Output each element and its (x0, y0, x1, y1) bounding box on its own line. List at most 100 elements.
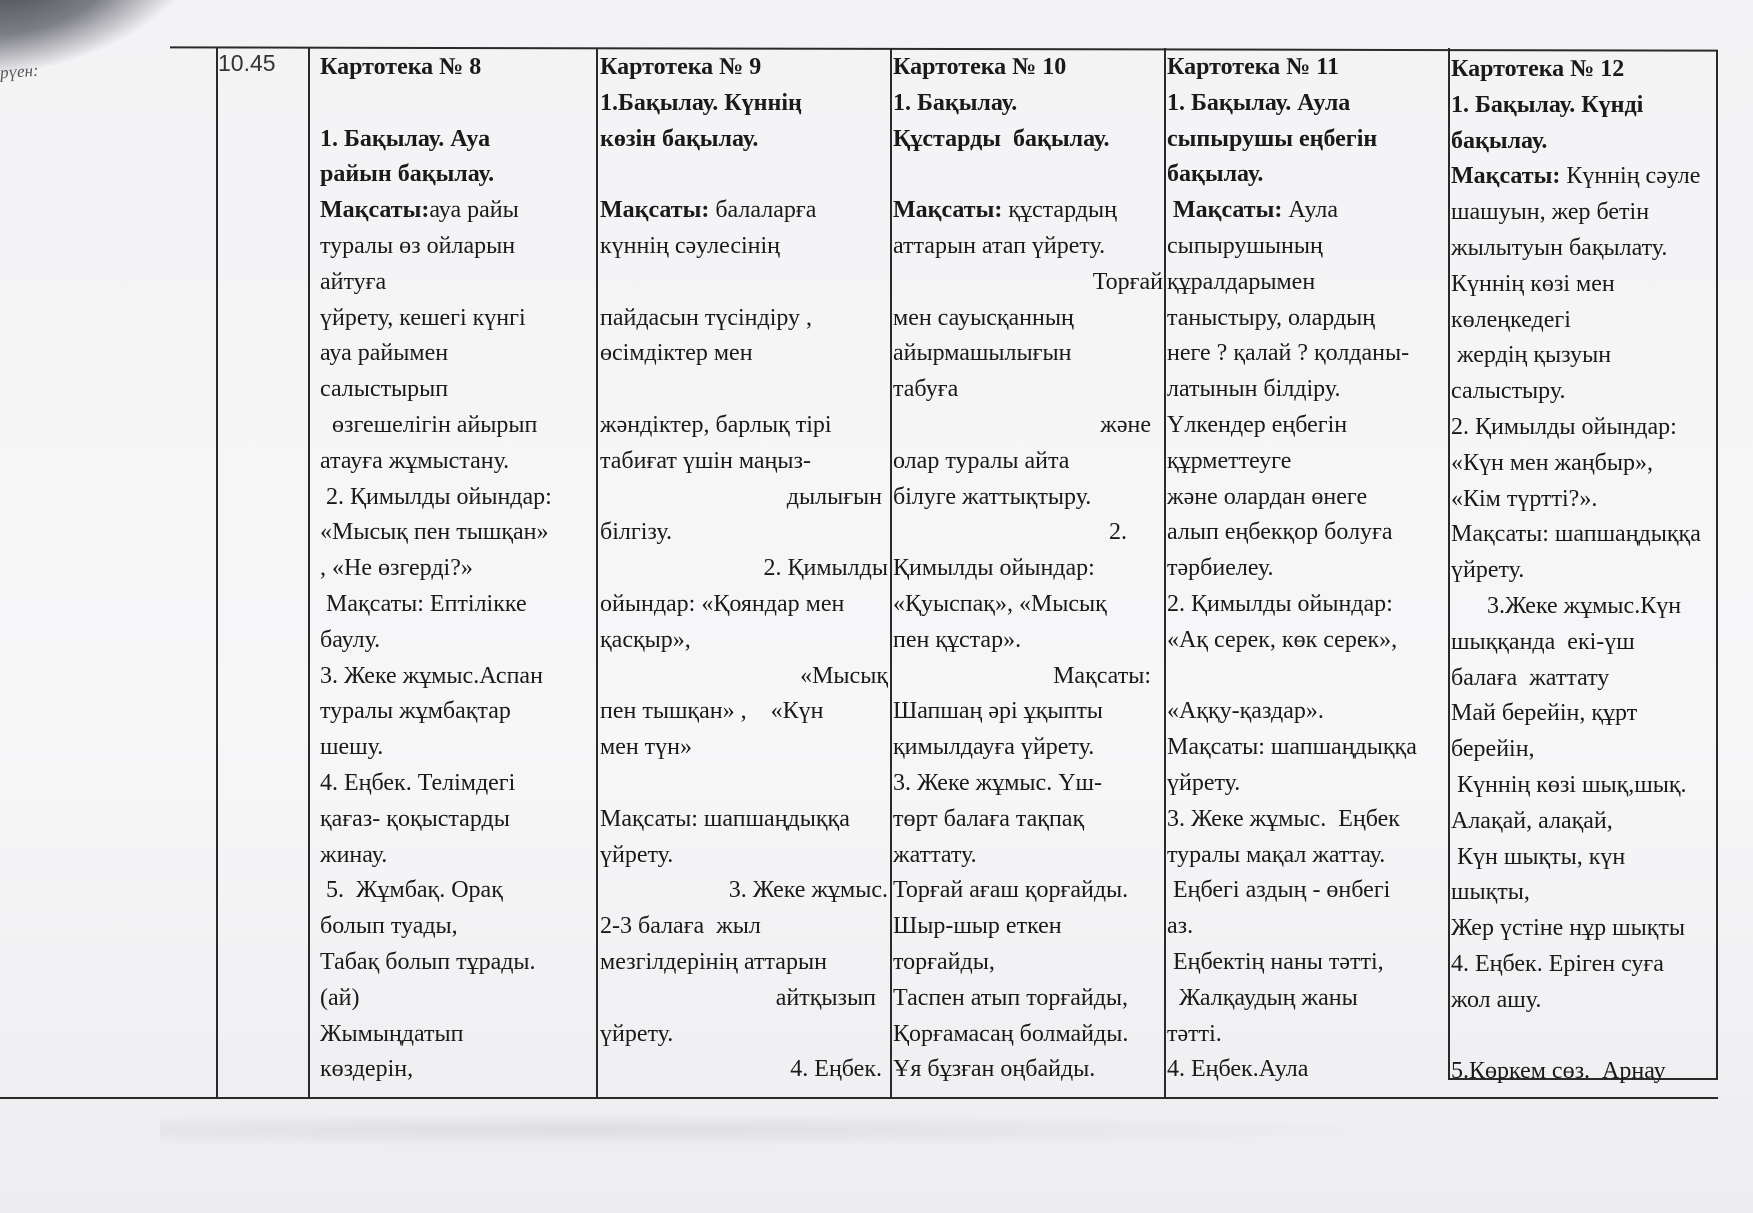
line-text: Қимылды ойындар: (893, 555, 1095, 582)
bold-text: 1. Бақылау. Күнді (1451, 91, 1644, 118)
line-text: Күннің көзі мен (1451, 270, 1615, 297)
text-line: 1. Бақылау. (893, 86, 1163, 122)
text-line: Күннің көзі мен (1451, 267, 1715, 303)
line-text: үйрету. (1167, 769, 1241, 796)
line-text: «Кім түртті?». (1451, 485, 1598, 512)
text-line: сыпырушының (1167, 229, 1447, 265)
text-line: үйрету. (1451, 553, 1715, 589)
line-text: Қорғамасаң болмайды. (893, 1020, 1129, 1047)
line-text: «Қуыспақ», «Мысық (893, 590, 1107, 617)
text-line: жол ашу. (1451, 983, 1715, 1019)
text-line: 3. Жеке жұмыс. Үш- (893, 766, 1163, 802)
line-text: көлеңкедегі (1451, 306, 1571, 333)
line-text: шешу. (320, 734, 384, 761)
text-line: 4. Еңбек.Аула (1167, 1052, 1447, 1088)
line-text: таныстыру, олардың (1167, 304, 1376, 331)
text-line: Ұя бұзған оңбайды. (893, 1052, 1163, 1088)
line-text: үйрету. (1451, 557, 1525, 584)
text-line (600, 157, 888, 193)
line-text: пен тышқан» , «Күн (600, 698, 824, 725)
text-line: «Аққу-қаздар». (1167, 694, 1447, 730)
line-text: табиғат үшін маңыз- (600, 447, 811, 474)
text-line: қасқыр», (600, 623, 888, 659)
bold-text: Картотека № 12 (1451, 56, 1625, 82)
line-text: жинау. (320, 841, 388, 868)
line-text: және (1100, 411, 1163, 438)
text-line: 2. Қимылды ойындар: (1167, 587, 1447, 623)
text-line (893, 157, 1163, 193)
text-line: райын бақылау. (320, 157, 595, 193)
line-text: Еңбегі аздың - өнбегі (1167, 877, 1391, 904)
text-line: жаттату. (893, 838, 1163, 874)
scan-smudge (160, 1110, 1560, 1150)
text-line: Мақсаты: шапшаңдыққа (1451, 517, 1715, 553)
text-line: үйрету, кешегі күнгі (320, 301, 595, 337)
text-line: Мақсаты: Аула (1167, 193, 1447, 229)
text-line: Құстарды бақылау. (893, 122, 1163, 158)
column-divider (308, 48, 310, 1098)
text-line: Жер үстіне нұр шықты (1451, 911, 1715, 947)
text-line: Шапшаң әрі ұқыпты (893, 694, 1163, 730)
text-line: Жымыңдатып (320, 1017, 595, 1053)
bold-text: бақылау. (1167, 161, 1264, 188)
text-line: Картотека № 9 (600, 50, 888, 86)
line-text: туралы жұмбақтар (320, 698, 511, 725)
line-text: торғайды, (893, 948, 995, 975)
line-text: 3. Жеке жұмыс. (728, 877, 888, 904)
line-text: және олардан өнеге (1167, 483, 1368, 510)
text-line (320, 86, 595, 122)
text-line: «Қуыспақ», «Мысық (893, 587, 1163, 623)
line-text: балаға жаттату (1451, 664, 1610, 691)
text-line: айтқызып (600, 981, 888, 1017)
line-text: айтуға (320, 268, 387, 295)
bold-text: Мақсаты: (600, 197, 710, 224)
line-text: 4. Еңбек. Еріген суға (1451, 950, 1664, 977)
text-line: 5.Көркем сөз. Арнау (1451, 1054, 1715, 1090)
line-text: 5. Жұмбақ. Орақ (320, 877, 503, 904)
line-text: мен түн» (600, 734, 693, 761)
bold-text: Мақсаты: (320, 197, 430, 224)
line-text: Мақсаты: шапшаңдыққа (1451, 521, 1701, 548)
text-line: айырмашылығын (893, 336, 1163, 372)
line-text: салыстыру. (1451, 378, 1566, 405)
line-text: Еңбектің наны тәтті, (1167, 948, 1384, 975)
bold-text: 1.Бақылау. Күннің (600, 89, 802, 116)
text-line: құрметтеуге (1167, 444, 1447, 480)
line-text: Торғай ағаш қорғайды. (893, 877, 1129, 904)
text-line: Торғай (893, 265, 1163, 301)
text-line: Картотека № 11 (1167, 50, 1447, 86)
text-line: торғайды, (893, 945, 1163, 981)
line-text: жол ашу. (1451, 986, 1542, 1013)
text-line: баулу. (320, 623, 595, 659)
text-line: Еңбегі аздың - өнбегі (1167, 873, 1447, 909)
text-line: аттарын атап үйрету. (893, 229, 1163, 265)
text-line: көлеңкедегі (1451, 303, 1715, 339)
text-line: «Мысық пен тышқан» (320, 515, 595, 551)
column-divider (1716, 50, 1718, 1080)
line-text: «Мысық (800, 662, 888, 689)
text-line: табиғат үшін маңыз- (600, 444, 888, 480)
line-text: үйрету. (600, 841, 674, 868)
text-line: Күн шықты, күн (1451, 840, 1715, 876)
text-line: Мақсаты: Күннің сәуле (1451, 159, 1715, 195)
line-text: баулу. (320, 626, 381, 653)
text-line: аз. (1167, 909, 1447, 945)
text-line: (ай) (320, 981, 595, 1017)
line-text: Үлкендер еңбегін (1167, 411, 1348, 438)
text-line: және (893, 408, 1163, 444)
text-line: сыпырушы еңбегін (1167, 122, 1447, 158)
line-text: 2. Қимылды (763, 555, 888, 582)
line-text: олар туралы айта (893, 447, 1070, 474)
text-line: үйрету. (600, 838, 888, 874)
line-text: жердің қызуын (1451, 342, 1612, 369)
text-line (1451, 1019, 1715, 1055)
text-line: шашуын, жер бетін (1451, 195, 1715, 231)
line-text: (ай) (320, 984, 360, 1011)
text-line: 1. Бақылау. Аула (1167, 86, 1447, 122)
bold-text: Картотека № 11 (1167, 54, 1339, 80)
line-text: ойындар: «Қояндар мен (600, 590, 845, 617)
text-line: бақылау. (1167, 157, 1447, 193)
line-text: сыпырушының (1167, 232, 1323, 259)
text-line: 3.Жеке жұмыс.Күн (1451, 589, 1715, 625)
